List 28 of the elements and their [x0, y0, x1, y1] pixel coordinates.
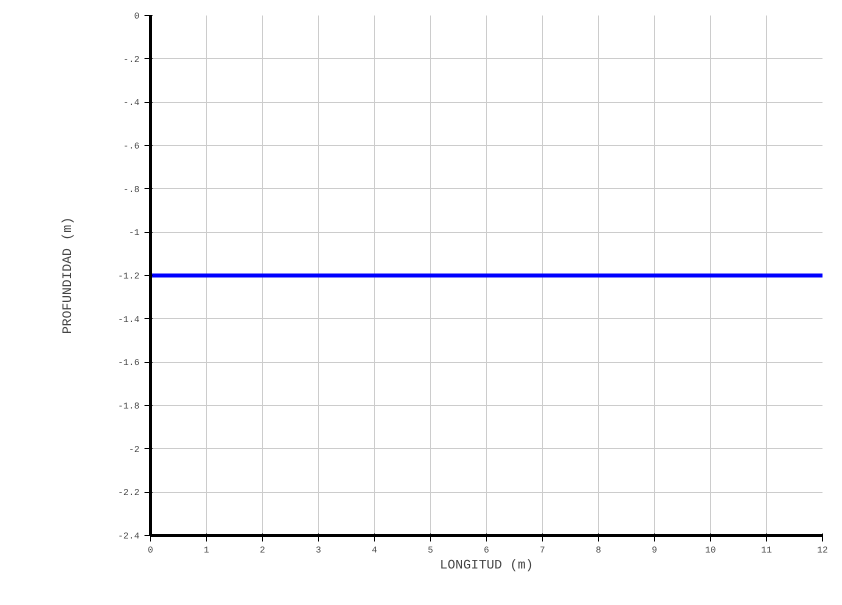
- y-tick-label: -.4: [123, 98, 140, 108]
- y-tick-label: 0: [134, 12, 140, 22]
- x-tick-label: 4: [372, 546, 378, 556]
- x-tick-label: 1: [204, 546, 210, 556]
- x-tick-label: 9: [652, 546, 658, 556]
- y-tick-label: -1.6: [118, 358, 140, 368]
- x-tick-label: 6: [484, 546, 490, 556]
- y-tick-label: -.6: [123, 142, 140, 152]
- x-tick-label: 5: [428, 546, 434, 556]
- x-tick-label: 10: [705, 546, 716, 556]
- y-tick-label: -1.2: [118, 272, 140, 282]
- x-tick-label: 2: [260, 546, 266, 556]
- y-axis-title: PROFUNDIDAD (m): [60, 216, 75, 334]
- x-axis-title: LONGITUD (m): [440, 558, 534, 572]
- x-tick-label: 0: [148, 546, 154, 556]
- x-tick-label: 7: [540, 546, 546, 556]
- y-tick-label: -1.8: [118, 402, 140, 412]
- y-tick-label: -2: [128, 444, 140, 455]
- x-tick-label: 11: [761, 546, 772, 556]
- x-tick-label: 12: [817, 546, 828, 556]
- y-tick-label: -2.4: [118, 532, 140, 542]
- y-tick-label: -1.4: [118, 314, 140, 325]
- y-tick-label: -1: [128, 228, 140, 238]
- x-tick-label: 3: [316, 546, 322, 556]
- x-tick-label: 8: [596, 546, 602, 556]
- y-tick-label: -.2: [123, 54, 140, 65]
- y-tick-label: -.8: [123, 184, 140, 195]
- y-tick-label: -2.2: [118, 488, 140, 498]
